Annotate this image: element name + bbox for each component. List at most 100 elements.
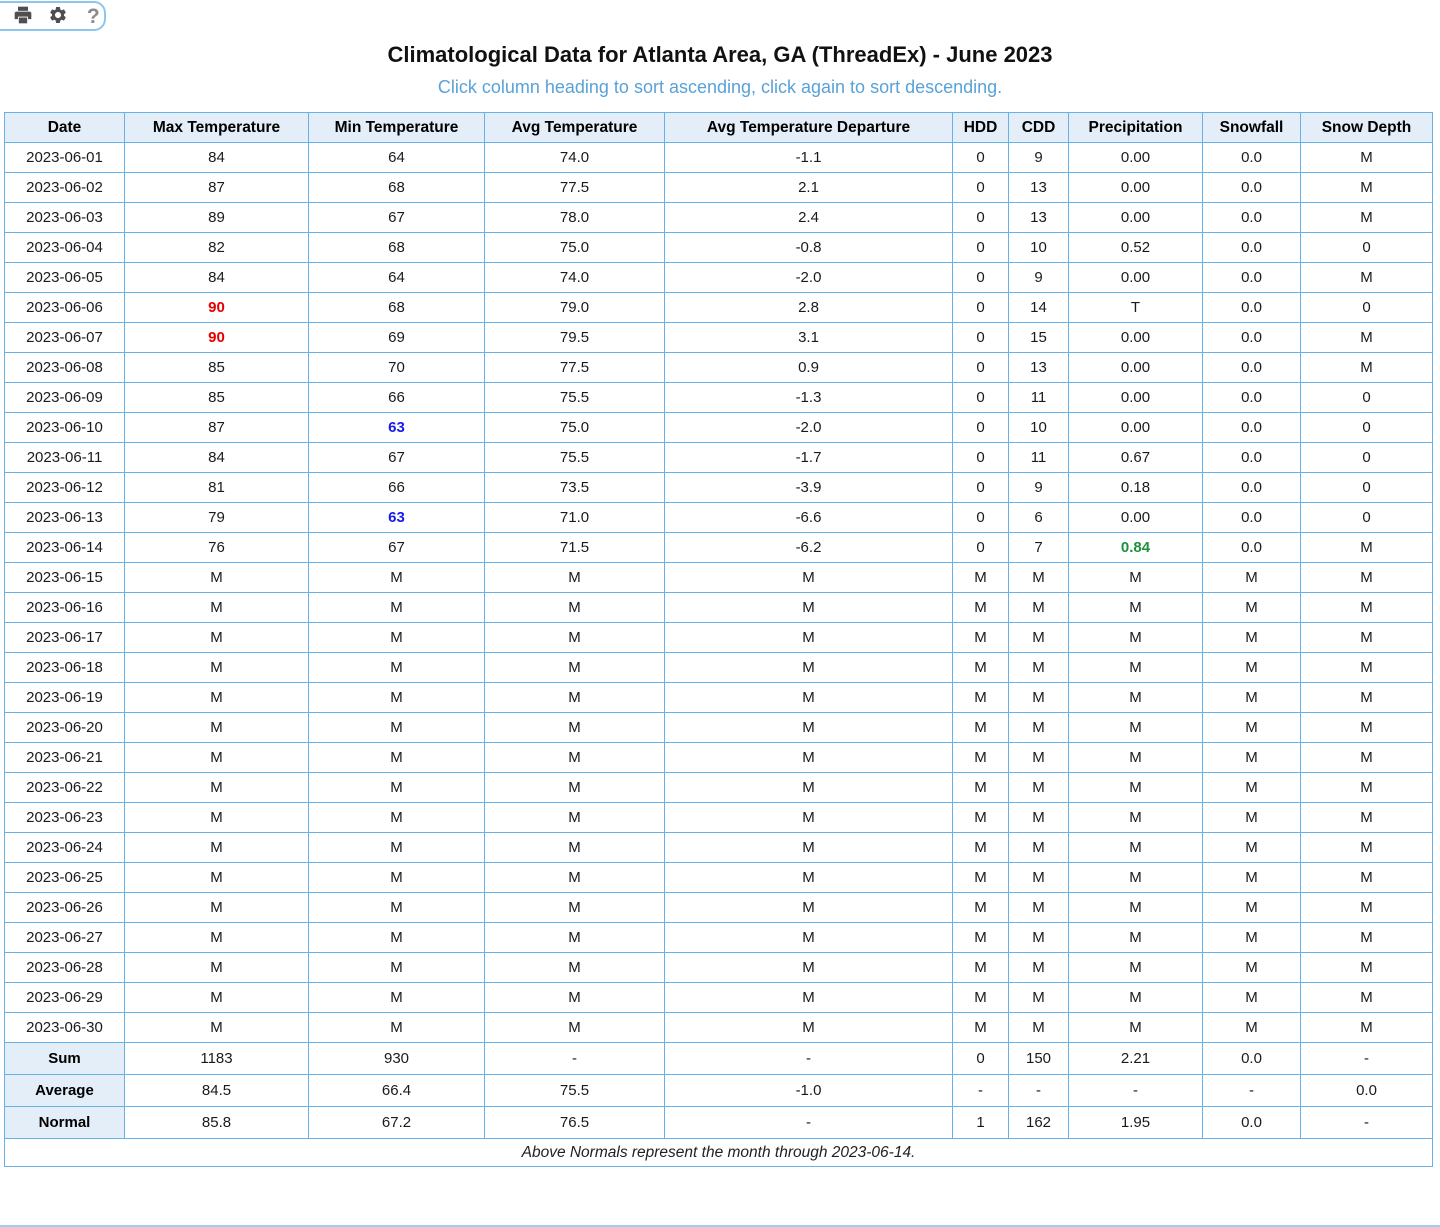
data-cell: 87	[124, 172, 309, 203]
data-cell: -	[1068, 1074, 1203, 1107]
column-header-cdd[interactable]: CDD	[1008, 112, 1069, 143]
page-subtitle: Click column heading to sort ascending, …	[437, 77, 1003, 97]
data-cell: 3.1	[664, 322, 953, 353]
data-cell: 84	[124, 442, 309, 473]
data-cell: 0.0	[1202, 502, 1301, 533]
data-cell: 13	[1008, 202, 1069, 233]
data-cell: M	[484, 682, 665, 713]
data-cell: 0.00	[1068, 142, 1203, 173]
data-cell: -1.7	[664, 442, 953, 473]
data-cell: M	[308, 922, 485, 953]
column-header-precipitation[interactable]: Precipitation	[1068, 112, 1203, 143]
data-cell: 162	[1008, 1106, 1069, 1139]
page-divider	[0, 1225, 1440, 1227]
data-cell: M	[952, 652, 1009, 683]
data-cell: 0.52	[1068, 232, 1203, 263]
data-cell: M	[1202, 802, 1301, 833]
table-row: 2023-06-05 84 64 74.0 -2.0 0 9 0.00 0.0 M	[4, 262, 1433, 293]
table-row: 2023-06-06 90 68 79.0 2.8 0 14 T 0.0 0	[4, 292, 1433, 323]
data-cell: -1.0	[664, 1074, 953, 1107]
data-cell: M	[664, 832, 953, 863]
data-cell: 0.00	[1068, 202, 1203, 233]
summary-row-label: Sum	[4, 1042, 125, 1075]
data-cell: 82	[124, 232, 309, 263]
data-cell: M	[1300, 682, 1433, 713]
data-cell: 70	[308, 352, 485, 383]
data-cell: M	[484, 562, 665, 593]
table-row: 2023-06-17 M M M M M M M M M	[4, 622, 1433, 653]
climate-table: Date Max Temperature Min Temperature Avg…	[4, 112, 1433, 1167]
data-cell: 0.00	[1068, 322, 1203, 353]
data-cell: M	[952, 952, 1009, 983]
date-cell: 2023-06-07	[4, 322, 125, 353]
data-cell: 74.0	[484, 262, 665, 293]
data-cell: M	[664, 742, 953, 773]
data-cell: 81	[124, 472, 309, 503]
data-cell: M	[1300, 532, 1433, 563]
data-cell: M	[484, 952, 665, 983]
column-header-max-temperature[interactable]: Max Temperature	[124, 112, 309, 143]
data-cell: 0.00	[1068, 412, 1203, 443]
table-row: 2023-06-24 M M M M M M M M M	[4, 832, 1433, 863]
data-cell: M	[308, 862, 485, 893]
data-cell: M	[1068, 952, 1203, 983]
data-cell: 15	[1008, 322, 1069, 353]
column-header-min-temperature[interactable]: Min Temperature	[308, 112, 485, 143]
data-cell: 68	[308, 292, 485, 323]
data-cell: 66.4	[308, 1074, 485, 1107]
table-row: 2023-06-28 M M M M M M M M M	[4, 952, 1433, 983]
column-header-snow-depth[interactable]: Snow Depth	[1300, 112, 1433, 143]
data-cell: 0.18	[1068, 472, 1203, 503]
data-cell: M	[1300, 802, 1433, 833]
data-cell: 0.0	[1202, 172, 1301, 203]
data-cell: 0	[952, 502, 1009, 533]
column-header-avg-temperature[interactable]: Avg Temperature	[484, 112, 665, 143]
data-cell: -2.0	[664, 412, 953, 443]
data-cell: M	[124, 562, 309, 593]
data-cell: 75.0	[484, 232, 665, 263]
data-cell: 73.5	[484, 472, 665, 503]
data-cell: -	[664, 1106, 953, 1139]
data-cell: 66	[308, 382, 485, 413]
data-cell: 0	[952, 532, 1009, 563]
table-row: 2023-06-14 76 67 71.5 -6.2 0 7 0.84 0.0 M	[4, 532, 1433, 563]
data-cell: M	[1300, 652, 1433, 683]
data-cell: M	[1300, 982, 1433, 1013]
data-cell: M	[1300, 352, 1433, 383]
table-row: 2023-06-12 81 66 73.5 -3.9 0 9 0.18 0.0 0	[4, 472, 1433, 503]
data-cell: M	[1068, 892, 1203, 923]
data-cell: M	[1068, 682, 1203, 713]
data-cell: M	[1008, 682, 1069, 713]
data-cell: M	[1068, 742, 1203, 773]
help-button[interactable]: ?	[83, 4, 104, 28]
data-cell: M	[1008, 832, 1069, 863]
print-button[interactable]	[12, 4, 33, 28]
data-cell: 84.5	[124, 1074, 309, 1107]
data-cell: M	[952, 772, 1009, 803]
data-cell: M	[484, 802, 665, 833]
data-cell: -	[1008, 1074, 1069, 1107]
data-cell: -	[484, 1042, 665, 1075]
data-cell: M	[484, 772, 665, 803]
column-header-avg-temperature-departure[interactable]: Avg Temperature Departure	[664, 112, 953, 143]
data-cell: M	[1202, 922, 1301, 953]
data-cell: M	[1300, 742, 1433, 773]
data-cell: M	[484, 592, 665, 623]
data-cell: M	[1300, 622, 1433, 653]
column-header-hdd[interactable]: HDD	[952, 112, 1009, 143]
data-cell: 13	[1008, 172, 1069, 203]
data-cell: M	[484, 892, 665, 923]
column-header-snowfall[interactable]: Snowfall	[1202, 112, 1301, 143]
table-row: 2023-06-01 84 64 74.0 -1.1 0 9 0.00 0.0 M	[4, 142, 1433, 173]
data-cell: 0.9	[664, 352, 953, 383]
data-cell: 75.5	[484, 442, 665, 473]
data-cell: M	[1008, 562, 1069, 593]
settings-button[interactable]	[47, 4, 68, 28]
footnote-row: Above Normals represent the month throug…	[4, 1138, 1433, 1167]
data-cell: 75.5	[484, 1074, 665, 1107]
data-cell: 0	[952, 292, 1009, 323]
data-cell: 75.5	[484, 382, 665, 413]
data-cell: M	[1202, 952, 1301, 983]
printer-icon	[13, 5, 33, 28]
column-header-date[interactable]: Date	[4, 112, 125, 143]
